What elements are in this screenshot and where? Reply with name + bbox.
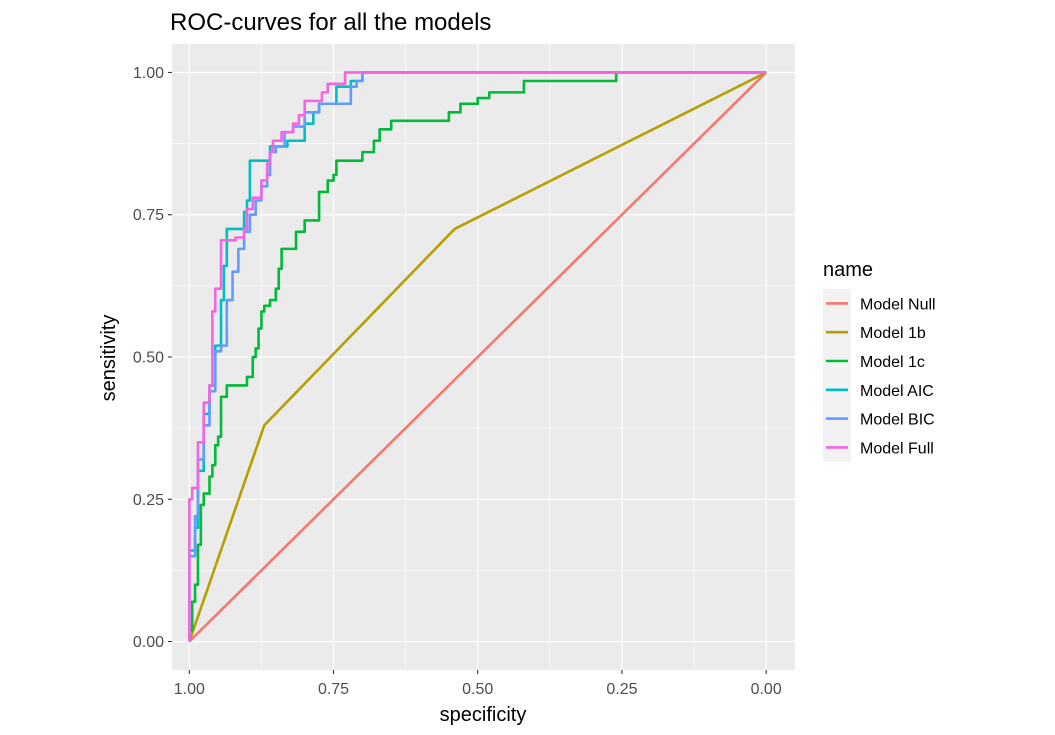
legend-label-model-1c: Model 1c bbox=[860, 354, 925, 371]
series-line-model-bic bbox=[188, 71, 767, 642]
y-tick-label: 0.50 bbox=[133, 350, 164, 367]
y-tick-label: 0.00 bbox=[133, 634, 164, 651]
x-tick-label: 1.00 bbox=[174, 681, 205, 698]
series-lines bbox=[188, 71, 768, 643]
y-axis: 0.00 0.25 0.50 0.75 1.00 bbox=[133, 65, 172, 651]
legend-label-model-null: Model Null bbox=[860, 296, 936, 313]
series-line-model-null bbox=[188, 71, 768, 643]
x-axis: 1.00 0.75 0.50 0.25 0.00 bbox=[174, 670, 782, 698]
legend-label-model-aic: Model AIC bbox=[860, 383, 934, 400]
legend-label-model-bic: Model BIC bbox=[860, 412, 935, 429]
x-tick-label: 0.00 bbox=[751, 681, 782, 698]
legend-label-model-full: Model Full bbox=[860, 440, 934, 457]
x-axis-title: specificity bbox=[440, 704, 527, 726]
legend-title: name bbox=[823, 259, 873, 281]
y-axis-title: sensitivity bbox=[98, 315, 120, 402]
y-tick-label: 0.25 bbox=[133, 492, 164, 509]
legend-label-model-1b: Model 1b bbox=[860, 325, 926, 342]
y-tick-label: 1.00 bbox=[133, 65, 164, 82]
y-tick-label: 0.75 bbox=[133, 207, 164, 224]
x-tick-label: 0.75 bbox=[318, 681, 349, 698]
series-line-model-1c bbox=[188, 71, 767, 642]
chart-title: ROC-curves for all the models bbox=[170, 9, 491, 36]
x-tick-label: 0.25 bbox=[606, 681, 637, 698]
legend: name Model Null Model 1b Model 1c Model AIC… bbox=[823, 259, 936, 462]
series-line-model-1b bbox=[188, 71, 767, 642]
series-line-model-full bbox=[188, 71, 767, 642]
x-tick-label: 0.50 bbox=[462, 681, 493, 698]
